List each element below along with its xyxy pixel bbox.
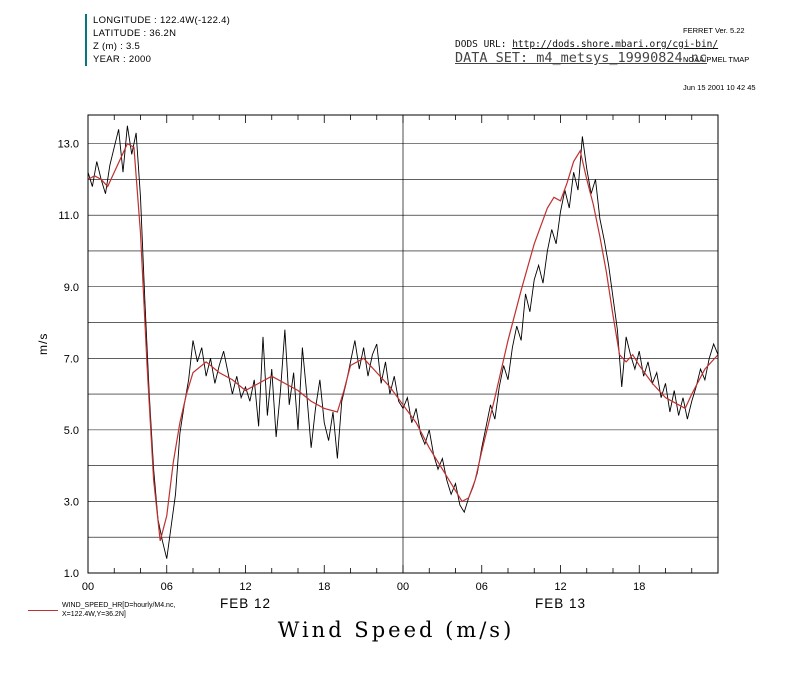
y-tick-label: 13.0 [58, 139, 79, 151]
meta-longitude: LONGITUDE : 122.4W(-122.4) [93, 15, 231, 26]
x-tick-label: 18 [318, 581, 330, 593]
chart-legend: WIND_SPEED_HR[D=hourly/M4.nc, X=122.4W,Y… [28, 602, 175, 619]
plot-border [87, 114, 719, 574]
meta-depth: Z (m) : 3.5 [93, 41, 141, 52]
series-hourly-wind-speed [87, 142, 719, 541]
meta-latitude: LATITUDE : 36.2N [93, 28, 177, 39]
x-tick-label: 12 [554, 581, 566, 593]
y-tick-label: 7.0 [64, 353, 79, 365]
timestamp-line: Jun 15 2001 10 42 45 [683, 83, 756, 92]
x-tick-label: 06 [476, 581, 488, 593]
ferret-version-info: FERRET Ver. 5.22 NOAA/PMEL TMAP Jun 15 2… [683, 7, 756, 112]
x-tick-label: 06 [161, 581, 173, 593]
y-axis-label: m/s [36, 332, 50, 355]
y-tick-label: 5.0 [64, 425, 79, 437]
y-tick-label: 9.0 [64, 282, 79, 294]
metadata-lines: LONGITUDE : 122.4W(-122.4) LATITUDE : 36… [93, 14, 230, 66]
y-tick-label: 1.0 [64, 568, 79, 580]
x-tick-label: 00 [397, 581, 409, 593]
legend-red-line-sample [28, 610, 58, 611]
chart-title: Wind Speed (m/s) [277, 618, 515, 642]
legend-label-line2: X=122.4W,Y=36.2N] [62, 610, 126, 618]
noaa-pmel-line: NOAA/PMEL TMAP [683, 54, 750, 64]
dataset-name: DATA SET: m4_metsys_19990824.nc [455, 50, 707, 66]
legend-label-line1: WIND_SPEED_HR[D=hourly/M4.nc, [62, 602, 176, 609]
coordinate-metadata: LONGITUDE : 122.4W(-122.4) LATITUDE : 36… [85, 14, 230, 66]
day-label: FEB 13 [535, 596, 586, 611]
y-tick-label: 3.0 [64, 496, 79, 508]
dods-url-link[interactable]: http://dods.shore.mbari.org/cgi-bin/ [512, 39, 719, 50]
x-tick-label: 00 [82, 581, 94, 593]
y-tick-label: 11.0 [58, 210, 79, 222]
series-raw-wind-speed [87, 125, 719, 559]
ferret-version-line: FERRET Ver. 5.22 [683, 26, 745, 35]
x-tick-label: 18 [633, 581, 645, 593]
dods-url-label: DODS URL: [455, 39, 513, 50]
metadata-accent-bar [85, 14, 87, 66]
legend-text: WIND_SPEED_HR[D=hourly/M4.nc, X=122.4W,Y… [62, 602, 175, 619]
x-tick-label: 12 [239, 581, 251, 593]
meta-year: YEAR : 2000 [93, 54, 152, 65]
dods-url-line: DODS URL: http://dods.shore.mbari.org/cg… [455, 39, 718, 50]
day-label: FEB 12 [220, 596, 271, 611]
